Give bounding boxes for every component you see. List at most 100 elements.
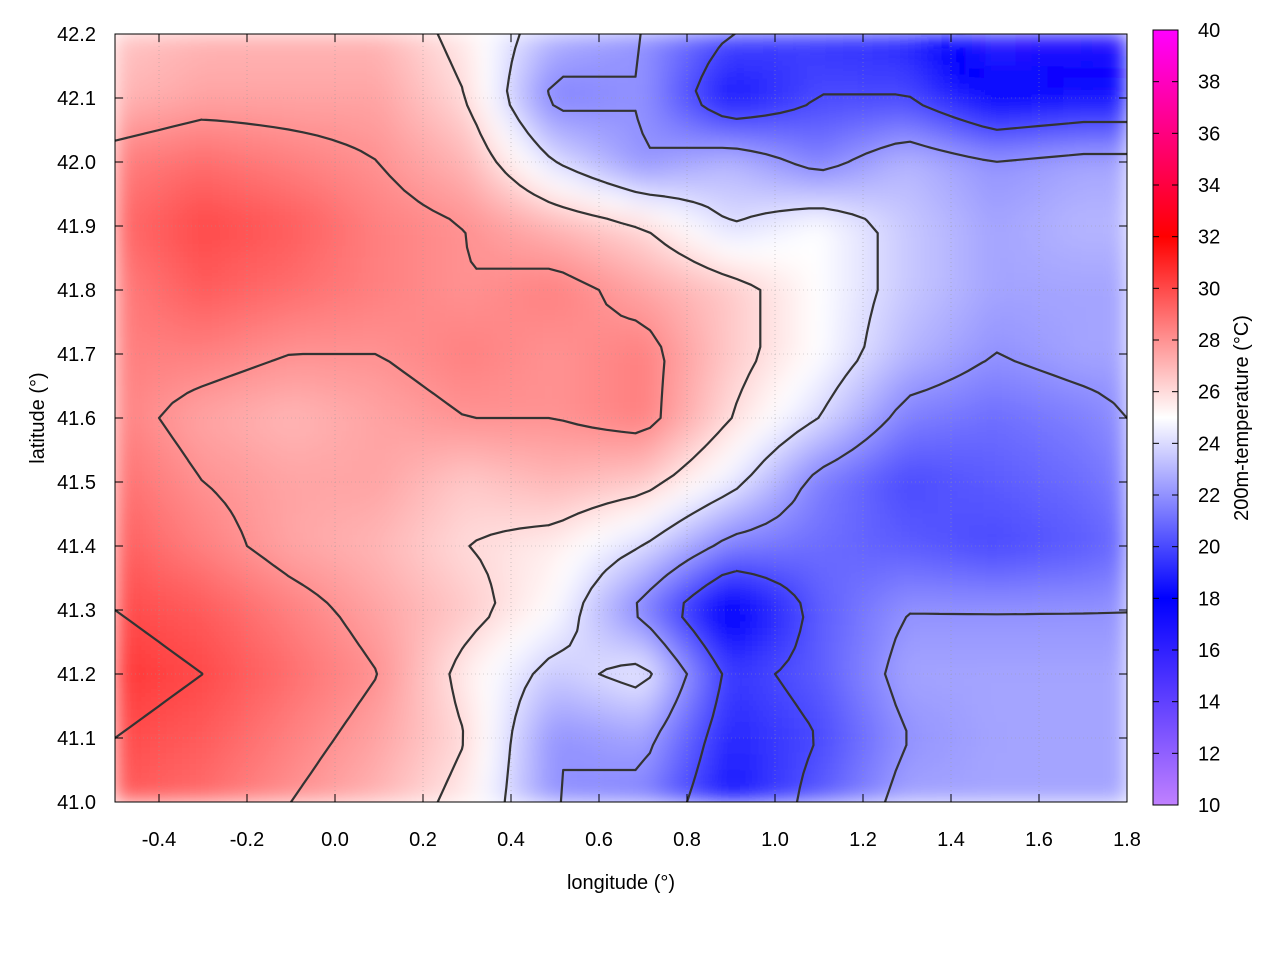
heatmap-cell — [747, 401, 764, 419]
heatmap-cell — [115, 529, 132, 547]
heatmap-cell — [462, 401, 480, 419]
heatmap-cell — [968, 369, 986, 387]
heatmap-cell — [715, 689, 733, 707]
heatmap-cell — [414, 657, 432, 675]
heatmap-cell — [715, 385, 733, 403]
heatmap-cell — [193, 481, 211, 499]
heatmap-cell — [636, 641, 654, 659]
heatmap-cell — [699, 177, 717, 195]
heatmap-cell — [968, 97, 986, 115]
heatmap-cell — [241, 657, 258, 675]
heatmap-cell — [414, 129, 432, 147]
heatmap-cell — [810, 609, 828, 627]
heatmap-cell — [1063, 753, 1081, 771]
heatmap-cell — [1094, 273, 1112, 291]
heatmap-cell — [320, 321, 337, 339]
heatmap-cell — [794, 465, 812, 483]
heatmap-cell — [367, 49, 385, 67]
heatmap-cell — [272, 513, 290, 531]
heatmap-cell — [762, 289, 780, 307]
heatmap-cell — [857, 689, 875, 707]
heatmap-cell — [146, 241, 163, 259]
heatmap-cell — [430, 113, 448, 131]
heatmap-cell — [241, 689, 258, 707]
heatmap-cell — [857, 385, 875, 403]
heatmap-cell — [794, 353, 812, 371]
heatmap-cell — [604, 449, 622, 467]
heatmap-cell — [430, 369, 448, 387]
heatmap-cell — [225, 769, 242, 787]
heatmap-cell — [1079, 401, 1096, 419]
heatmap-cell — [288, 65, 306, 83]
heatmap-cell — [604, 433, 622, 451]
heatmap-cell — [1094, 689, 1112, 707]
heatmap-cell — [335, 737, 353, 755]
heatmap-cell — [1079, 705, 1096, 723]
heatmap-cell — [794, 177, 812, 195]
heatmap-cell — [920, 257, 938, 275]
heatmap-cell — [667, 481, 685, 499]
heatmap-cell — [715, 129, 733, 147]
heatmap-cell — [478, 321, 495, 339]
heatmap-cell — [414, 513, 432, 531]
heatmap-cell — [430, 561, 448, 579]
heatmap-cell — [367, 545, 385, 563]
heatmap-cell — [161, 625, 179, 643]
heatmap-cell — [573, 433, 590, 451]
heatmap-cell — [414, 385, 432, 403]
heatmap-cell — [130, 401, 148, 419]
heatmap-cell — [225, 257, 242, 275]
heatmap-cell — [573, 241, 590, 259]
heatmap-cell — [193, 753, 211, 771]
heatmap-cell — [462, 481, 480, 499]
heatmap-cell — [272, 753, 290, 771]
heatmap-cell — [272, 49, 290, 67]
heatmap-cell — [462, 177, 480, 195]
heatmap-cell — [241, 785, 258, 802]
heatmap-cell — [225, 417, 242, 435]
heatmap-cell — [810, 193, 828, 211]
heatmap-cell — [557, 577, 575, 595]
heatmap-cell — [462, 689, 480, 707]
heatmap-cell — [525, 81, 543, 99]
heatmap-cell — [177, 113, 195, 131]
heatmap-cell — [225, 241, 242, 259]
heatmap-cell — [747, 609, 764, 627]
heatmap-cell — [494, 657, 511, 675]
heatmap-cell — [826, 705, 843, 723]
heatmap-cell — [873, 481, 891, 499]
heatmap-cell — [525, 641, 543, 659]
heatmap-cell — [857, 369, 875, 387]
heatmap-cell — [1063, 129, 1081, 147]
heatmap-cell — [304, 209, 322, 227]
heatmap-cell — [209, 705, 227, 723]
heatmap-cell — [588, 753, 606, 771]
heatmap-cell — [525, 241, 543, 259]
heatmap-cell — [430, 721, 448, 739]
heatmap-cell — [146, 529, 163, 547]
heatmap-cell — [478, 689, 495, 707]
heatmap-cell — [1047, 577, 1065, 595]
heatmap-cell — [146, 177, 163, 195]
heatmap-cell — [304, 721, 322, 739]
heatmap-cell — [462, 209, 480, 227]
heatmap-cell — [857, 609, 875, 627]
heatmap-cell — [414, 433, 432, 451]
heatmap-cell — [604, 545, 622, 563]
heatmap-cell — [462, 161, 480, 179]
heatmap-cell — [1047, 641, 1065, 659]
heatmap-cell — [905, 689, 922, 707]
heatmap-cell — [335, 289, 353, 307]
heatmap-cell — [193, 641, 211, 659]
heatmap-cell — [541, 145, 559, 163]
heatmap-cell — [826, 337, 843, 355]
heatmap-cell — [209, 753, 227, 771]
heatmap-cell — [541, 385, 559, 403]
heatmap-cell — [636, 241, 654, 259]
heatmap-cell — [920, 289, 938, 307]
heatmap-cell — [272, 161, 290, 179]
heatmap-cell — [604, 257, 622, 275]
heatmap-cell — [557, 561, 575, 579]
heatmap-cell — [462, 497, 480, 515]
